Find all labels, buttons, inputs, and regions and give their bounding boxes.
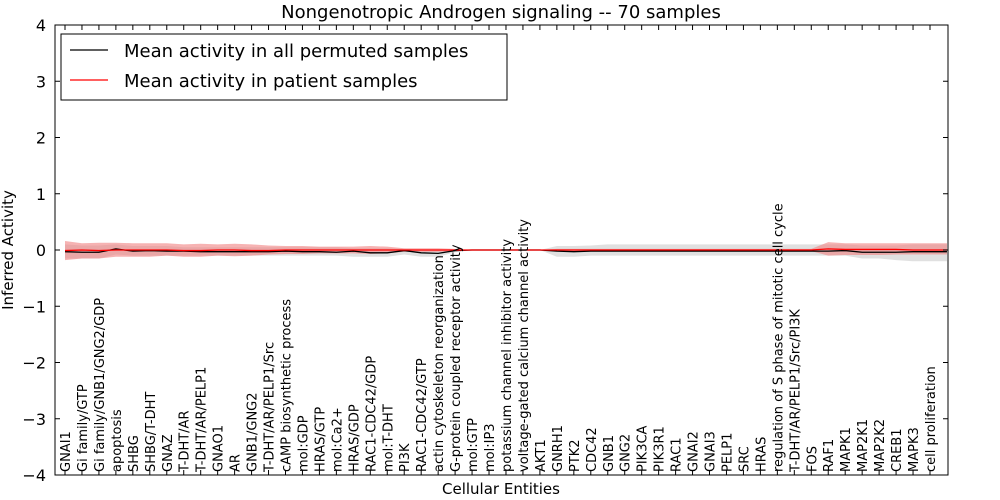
x-tick-label: T-DHT/AR/PELP1 <box>195 367 210 473</box>
x-tick-label: Gi family/GTP <box>76 384 91 472</box>
x-tick-label: CREB1 <box>890 428 905 472</box>
x-tick-label: RAC1 <box>670 437 685 472</box>
x-tick-label: mol:IP3 <box>483 423 498 472</box>
x-tick-label: AKT1 <box>534 439 549 472</box>
x-tick-label: potassium channel inhibitor activity <box>500 239 515 472</box>
line-series-1 <box>64 248 947 252</box>
x-tick-label: GNAI2 <box>687 431 702 472</box>
x-tick-label: G-protein coupled receptor activity <box>449 244 464 472</box>
x-tick-label: RAC1-CDC42/GTP <box>415 358 430 472</box>
x-tick-label: CDC42 <box>585 427 600 472</box>
x-tick-label: T-DHT/AR/PELP1/Src <box>263 342 278 473</box>
y-axis-label: Inferred Activity <box>0 190 17 310</box>
y-tick-label: −2 <box>22 354 46 373</box>
x-tick-label: cell proliferation <box>924 366 939 472</box>
x-tick-label: GNAI3 <box>704 431 719 472</box>
x-axis-tick-labels: GNAI1 Gi family/GTP Gi family/GNB1/GNG2/GD… <box>59 25 939 475</box>
x-tick-label: cAMP biosynthetic process <box>279 299 294 472</box>
x-tick-label: GNAI1 <box>59 431 74 472</box>
x-tick-label: PI3K <box>398 443 413 472</box>
x-tick-label: mol:T-DHT <box>381 404 396 472</box>
x-tick-label: MAP2K1 <box>856 419 871 472</box>
x-tick-label: GNB1/GNG2 <box>246 392 261 472</box>
y-tick-label: −4 <box>22 466 46 485</box>
y-tick-label: 3 <box>36 72 46 91</box>
x-tick-label: GNRH1 <box>551 425 566 472</box>
legend-label-patient: Mean activity in patient samples <box>124 71 418 92</box>
legend: Mean activity in all permuted samples Me… <box>60 33 508 101</box>
x-tick-label: T-DHT/AR/PELP1/Src/PI3K <box>788 309 803 473</box>
x-tick-label: regulation of S phase of mitotic cell cy… <box>771 203 786 472</box>
x-tick-label: T-DHT/AR <box>178 411 193 473</box>
x-tick-label: SRC <box>737 446 752 472</box>
x-tick-label: FOS <box>805 446 820 472</box>
y-axis-ticks: −4 −3 −2 −1 0 1 2 3 4 <box>22 16 948 485</box>
y-tick-label: −3 <box>22 410 46 429</box>
x-tick-label: PTK2 <box>568 439 583 472</box>
x-tick-label: GNAZ <box>161 434 176 472</box>
x-tick-label: GNG2 <box>619 434 634 472</box>
x-tick-label: MAP2K2 <box>873 419 888 472</box>
y-tick-label: 1 <box>36 185 46 204</box>
y-tick-label: 2 <box>36 129 46 148</box>
x-tick-label: actin cytoskeleton reorganization <box>432 255 447 472</box>
x-tick-label: MAPK3 <box>907 427 922 472</box>
x-tick-label: mol:GTP <box>466 418 481 472</box>
x-tick-label: mol:Ca2+ <box>330 407 345 472</box>
legend-label-permuted: Mean activity in all permuted samples <box>124 41 468 62</box>
x-tick-label: PIK3CA <box>636 425 651 472</box>
x-tick-label: GNAO1 <box>212 425 227 472</box>
x-tick-label: apoptosis <box>110 409 125 472</box>
y-tick-label: 4 <box>36 16 46 35</box>
x-tick-label: mol:GDP <box>296 415 311 472</box>
x-tick-label: AR <box>229 454 244 472</box>
x-tick-label: RAF1 <box>822 439 837 472</box>
x-tick-label: PELP1 <box>720 433 735 472</box>
x-axis-label: Cellular Entities <box>442 480 560 498</box>
x-tick-label: SHBG/T-DHT <box>144 392 159 472</box>
x-tick-label: PIK3R1 <box>653 426 668 472</box>
x-tick-label: MAPK1 <box>839 427 854 472</box>
y-tick-label: 0 <box>36 241 46 260</box>
x-tick-label: voltage-gated calcium channel activity <box>517 219 532 472</box>
x-tick-label: SHBG <box>127 435 142 472</box>
x-tick-label: Gi family/GNB1/GNG2/GDP <box>93 298 108 472</box>
x-tick-label: HRAS <box>754 437 769 472</box>
chart-title: Nongenotropic Androgen signaling -- 70 s… <box>281 2 721 23</box>
x-tick-label: HRAS/GDP <box>347 404 362 472</box>
y-tick-label: −1 <box>22 297 46 316</box>
x-tick-label: GNB1 <box>602 435 617 472</box>
x-tick-label: HRAS/GTP <box>313 407 328 472</box>
series-lines <box>64 248 947 255</box>
legend-box <box>60 33 508 101</box>
x-tick-label: RAC1-CDC42/GDP <box>364 356 379 472</box>
